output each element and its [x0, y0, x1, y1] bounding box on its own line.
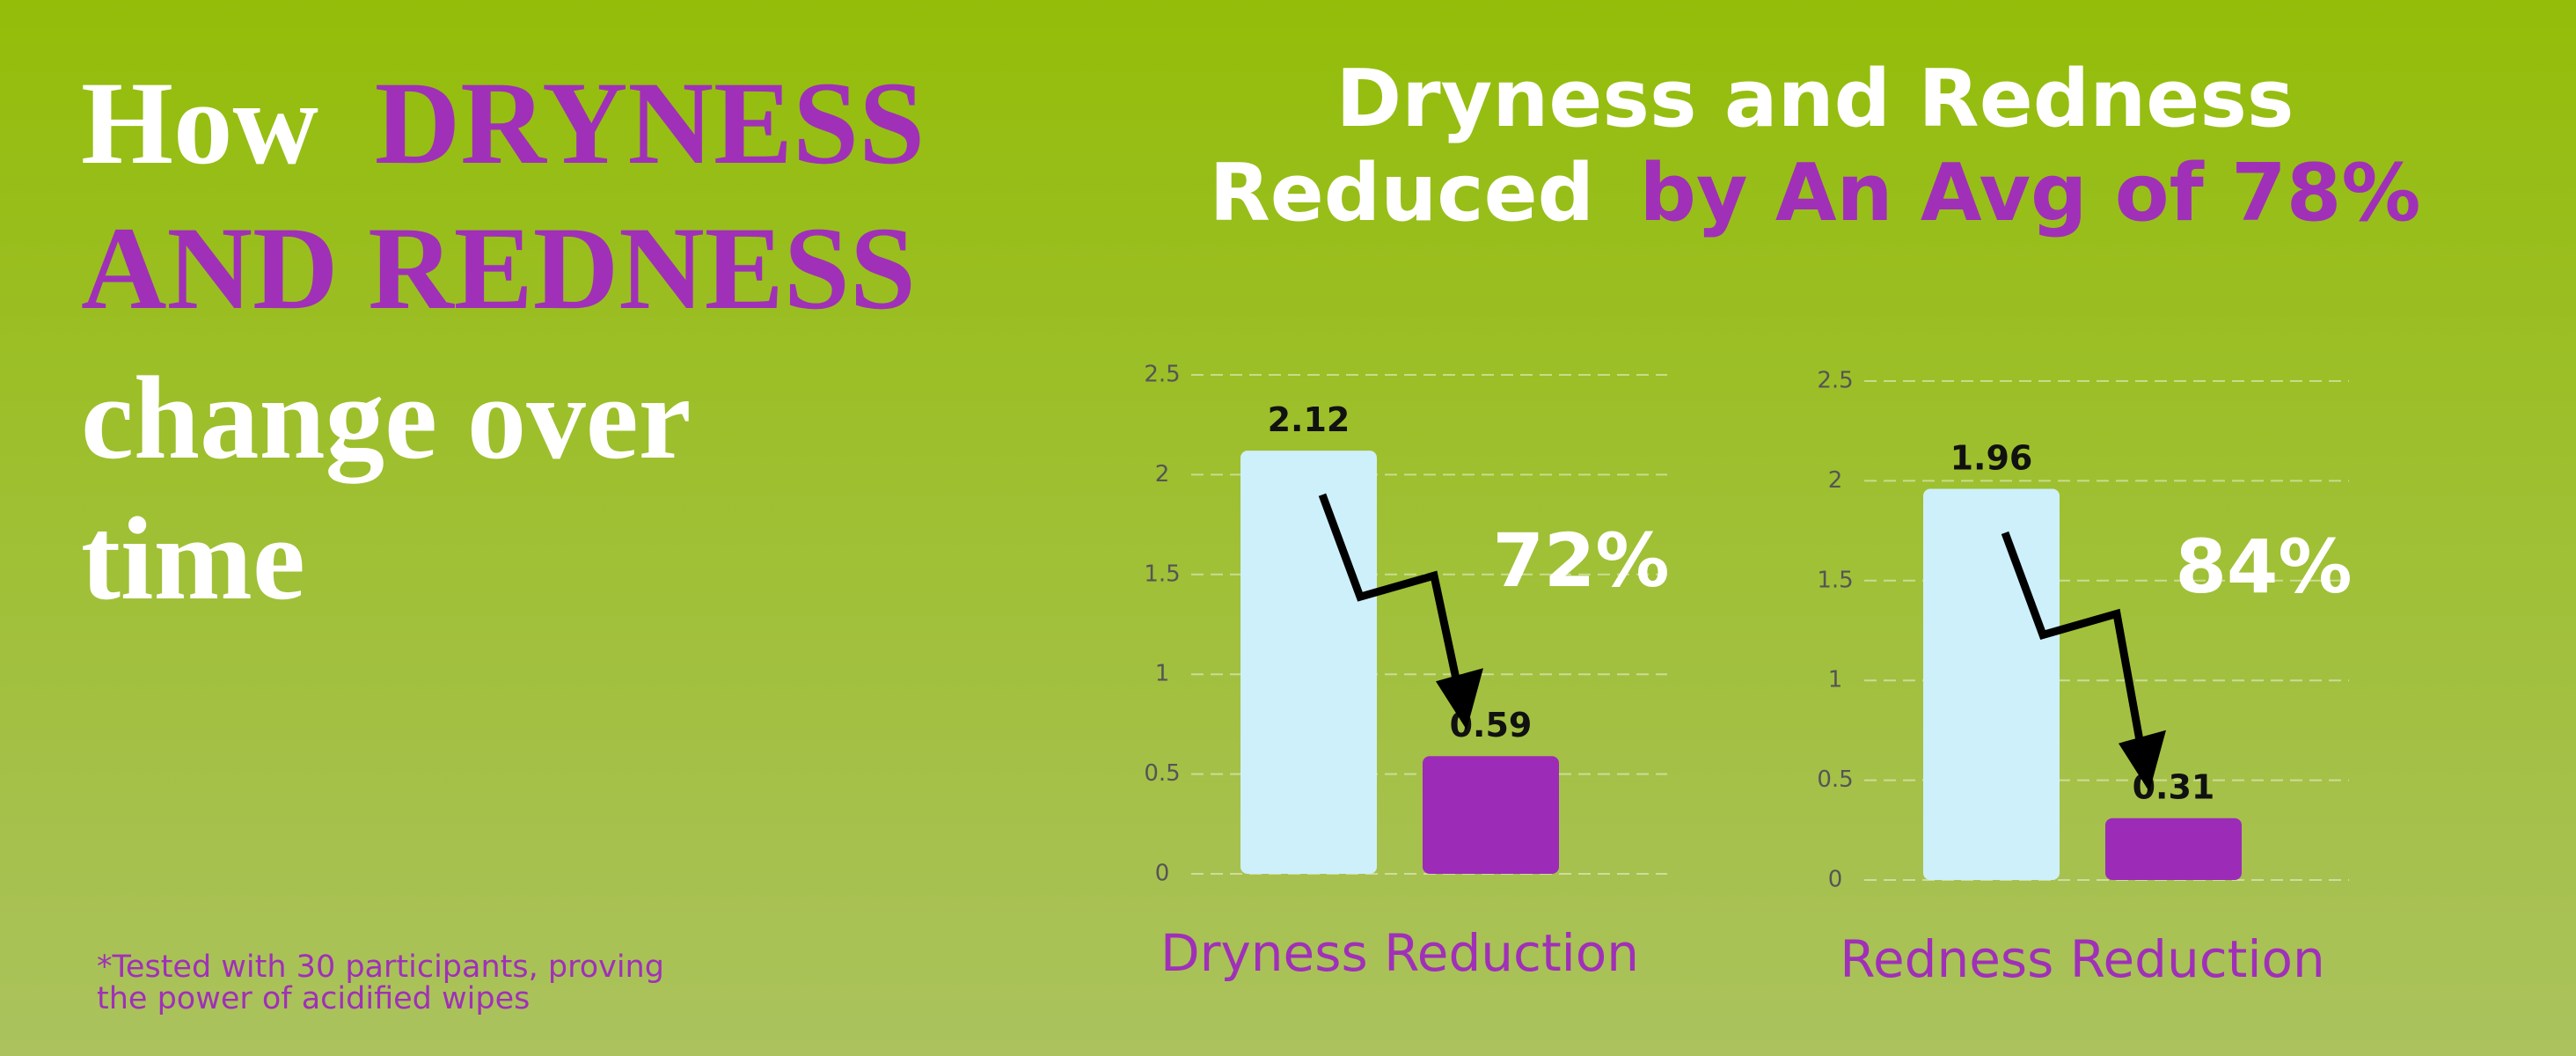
x-axis-label: Dryness Reduction: [1160, 923, 1639, 983]
y-tick-label: 1.5: [1817, 567, 1853, 593]
value-label: 1.96: [1950, 438, 2033, 477]
arrow: [2001, 531, 2149, 771]
heading: Dryness and Redness: [1336, 53, 2294, 145]
y-tick-label: 0.5: [1144, 760, 1180, 787]
footnote: *Tested with 30 participants, proving: [97, 950, 664, 985]
headline-text: change over: [81, 353, 692, 484]
y-tick-label: 2.5: [1144, 362, 1180, 388]
footnote: the power of acidified wipes: [97, 981, 530, 1016]
y-tick-label: 2: [1155, 461, 1170, 488]
arrow-head: [1436, 668, 1483, 730]
x-axis-label: Redness Reduction: [1840, 929, 2324, 989]
y-tick-label: 0: [1155, 861, 1170, 887]
headline-highlight: AND REDNESS: [81, 203, 916, 334]
heading-text: Reduced: [1209, 147, 1594, 239]
arrow-head: [2119, 730, 2166, 792]
bar: [1240, 451, 1377, 874]
annotation: 72%: [1492, 517, 1669, 604]
y-tick-label: 1.5: [1144, 561, 1180, 587]
y-tick-label: 0: [1828, 867, 1843, 893]
value-label: 2.12: [1268, 400, 1350, 439]
bar: [1423, 756, 1559, 874]
heading-highlight: by An Avg of 78%: [1639, 147, 2420, 239]
annotation: 84%: [2175, 524, 2352, 610]
bar: [2105, 818, 2242, 880]
headline-text: time: [81, 494, 305, 625]
y-tick-label: 2: [1828, 467, 1843, 494]
y-tick-label: 0.5: [1817, 766, 1853, 793]
headline-line: How DRYNESS: [81, 58, 925, 189]
y-tick-label: 2.5: [1817, 368, 1853, 394]
y-tick-label: 1: [1828, 667, 1843, 693]
headline-text: How: [81, 58, 318, 189]
y-tick-label: 1: [1155, 661, 1170, 687]
arrow: [1318, 493, 1467, 709]
bar: [1923, 488, 2060, 880]
headline-highlight: DRYNESS: [375, 58, 925, 189]
heading: Reduced by An Avg of 78%: [1209, 147, 2420, 239]
